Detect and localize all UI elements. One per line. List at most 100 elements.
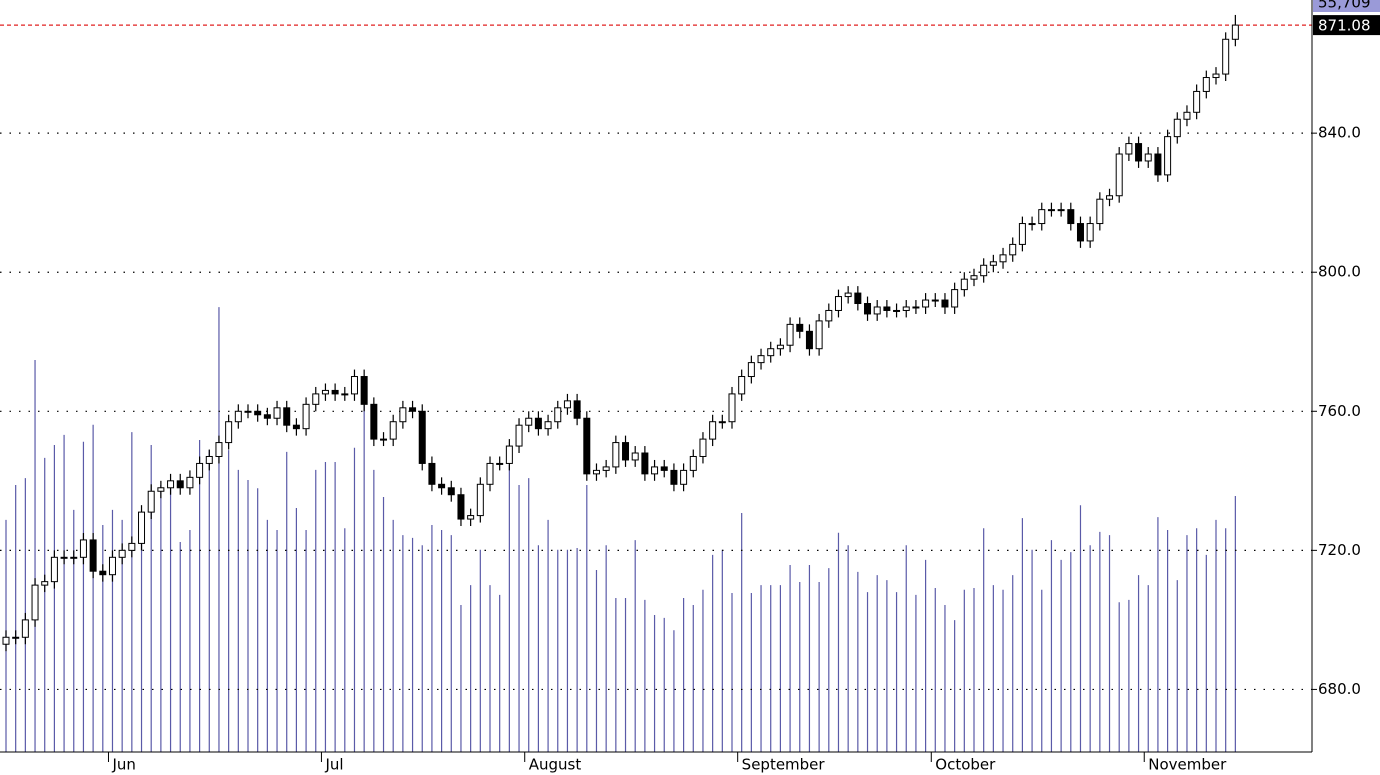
candle-body	[418, 410, 426, 464]
candle-body	[31, 584, 39, 621]
candle-body	[699, 438, 707, 457]
candle-body	[60, 556, 68, 559]
candle-body	[893, 309, 901, 312]
candle-body	[902, 306, 910, 311]
candle-body	[641, 452, 649, 475]
candle-body	[244, 410, 252, 413]
candle-body	[215, 442, 223, 457]
candle-body	[544, 421, 552, 430]
candle-body	[999, 254, 1007, 263]
candle-body	[380, 438, 388, 441]
candle-body	[89, 539, 97, 572]
candle-body	[1135, 143, 1143, 162]
candle-body	[157, 487, 165, 492]
x-tick-label: August	[529, 756, 582, 774]
candle-body	[1231, 24, 1239, 40]
candle-body	[767, 348, 775, 357]
y-tick-label: 760.0	[1318, 402, 1361, 420]
candle-body	[1183, 111, 1191, 120]
x-tick-label: Jun	[111, 756, 135, 774]
candle-body	[1173, 118, 1181, 138]
candle-body	[612, 442, 620, 468]
candle-body	[399, 407, 407, 423]
candle-body	[738, 376, 746, 395]
candle-body	[941, 299, 949, 308]
candle-body	[467, 515, 475, 520]
candle-body	[1076, 223, 1084, 242]
candle-body	[273, 407, 281, 419]
x-tick-label: November	[1148, 756, 1227, 774]
candle-body	[844, 292, 852, 298]
candle-body	[631, 452, 639, 461]
candle-body	[118, 549, 126, 558]
candle-body	[2, 636, 10, 645]
x-tick-label: Jul	[324, 756, 343, 774]
candle-body	[912, 306, 920, 309]
candle-body	[670, 469, 678, 485]
candle-body	[341, 393, 349, 396]
candle-body	[428, 462, 436, 485]
candle-body	[438, 483, 446, 489]
candle-body	[592, 469, 600, 475]
candle-body	[312, 393, 320, 405]
candle-body	[99, 570, 107, 576]
candle-body	[1018, 223, 1026, 245]
candle-body	[1202, 77, 1210, 92]
y-tick-label: 840.0	[1318, 124, 1361, 142]
candle-body	[447, 487, 455, 496]
y-tick-label: 680.0	[1318, 680, 1361, 698]
candle-body	[79, 539, 87, 558]
candle-body	[951, 289, 959, 308]
last-price-box	[1313, 15, 1380, 36]
candle-body	[1115, 153, 1123, 197]
candle-body	[360, 376, 368, 405]
candle-body	[292, 424, 300, 430]
candle-body	[680, 469, 688, 485]
candle-body	[563, 400, 571, 409]
candle-body	[1028, 223, 1036, 226]
candle-body	[1193, 90, 1201, 113]
candle-body	[989, 261, 997, 266]
candle-body	[970, 275, 978, 280]
candle-body	[1222, 38, 1230, 75]
candle-body	[496, 462, 504, 465]
y-tick-label: 720.0	[1318, 541, 1361, 559]
candle-body	[709, 421, 717, 440]
candle-body	[1047, 209, 1055, 212]
candle-body	[883, 306, 891, 311]
candle-body	[1086, 223, 1094, 242]
candle-body	[873, 306, 881, 315]
candle-body	[660, 466, 668, 471]
candle-body	[254, 410, 262, 416]
candle-body	[263, 414, 271, 419]
candle-body	[1096, 198, 1104, 225]
y-tick-label: 800.0	[1318, 263, 1361, 281]
candle-body	[1067, 209, 1075, 225]
candle-body	[1009, 243, 1017, 256]
candle-body	[776, 344, 784, 350]
x-tick-label: September	[742, 756, 826, 774]
candle-body	[1038, 209, 1046, 225]
candle-body	[796, 323, 804, 332]
candle-body	[234, 410, 242, 423]
candle-body	[321, 389, 329, 395]
candle-body	[457, 494, 465, 520]
candle-body	[834, 296, 842, 311]
candle-body	[128, 542, 136, 551]
candle-body	[331, 389, 339, 395]
candle-body	[283, 407, 291, 426]
candle-body	[573, 400, 581, 419]
last-price-label: 871.08	[1318, 17, 1371, 35]
candle-body	[1154, 153, 1162, 176]
candle-body	[389, 421, 397, 440]
candle-body	[1125, 143, 1133, 155]
candle-body	[476, 483, 484, 517]
candle-body	[176, 480, 184, 489]
candle-body	[757, 355, 765, 364]
candle-body	[370, 403, 378, 440]
candle-body	[864, 303, 872, 315]
x-tick-label: October	[935, 756, 996, 774]
candle-body	[302, 403, 310, 430]
